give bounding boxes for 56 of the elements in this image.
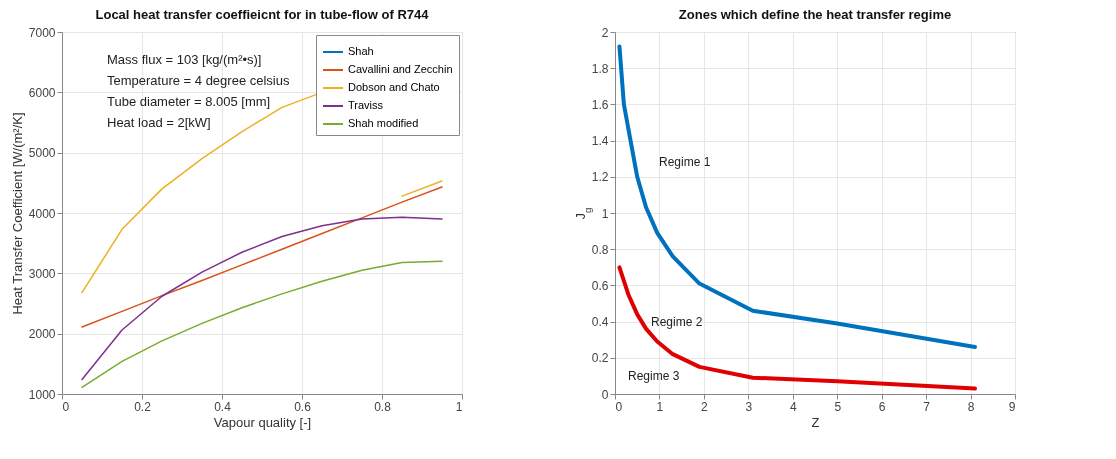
y-tick-label: 0 <box>601 387 609 402</box>
y-tick-label: 2000 <box>28 327 56 342</box>
y-tick-label: 0.8 <box>591 242 609 257</box>
x-tick-label: 9 <box>1008 399 1016 414</box>
x-tick-label: 0.2 <box>134 399 152 414</box>
x-tick-label: 2 <box>701 399 709 414</box>
legend-label: Shah <box>348 45 374 57</box>
y-tick-label: 1 <box>601 206 609 221</box>
y-tick-label: 2 <box>601 25 609 40</box>
x-tick-label: 1 <box>455 399 463 414</box>
y-tick-label: 1.6 <box>591 97 609 112</box>
y-tick-label: 0.2 <box>591 351 609 366</box>
legend-label: Cavallini and Zecchin <box>348 63 453 75</box>
legend-label: Shah modified <box>348 117 419 129</box>
annotation: Tube diameter = 8.005 [mm] <box>107 94 271 109</box>
annotation: Regime 3 <box>628 369 680 383</box>
annotation: Mass flux = 103 [kg/(m²•s)] <box>107 52 262 67</box>
x-axis-title: Vapour quality [-] <box>213 414 312 430</box>
legend-label: Traviss <box>348 99 384 111</box>
y-tick-label: 1.4 <box>591 134 609 149</box>
x-tick-label: 1 <box>656 399 664 414</box>
x-tick-label: 7 <box>923 399 931 414</box>
x-axis-title: Z <box>811 414 820 430</box>
y-tick-label: 7000 <box>28 25 56 40</box>
annotation: Regime 1 <box>659 155 711 169</box>
y-tick-label: 5000 <box>28 146 56 161</box>
y-tick-label: 1.8 <box>591 61 609 76</box>
x-tick-label: 0.6 <box>294 399 312 414</box>
line-series <box>81 260 443 389</box>
y-tick-label: 0.4 <box>591 315 609 330</box>
x-tick-label: 6 <box>878 399 886 414</box>
y-axis-title: Heat Transfer Coefficient [W/(m²/K] <box>9 112 25 315</box>
y-tick-label: 3000 <box>28 266 56 281</box>
y-tick-label: 1000 <box>28 387 56 402</box>
x-tick-label: 4 <box>789 399 797 414</box>
y-tick-label: 0.6 <box>591 278 609 293</box>
y-tick-label: 1.2 <box>591 170 609 185</box>
x-tick-label: 5 <box>834 399 842 414</box>
x-tick-label: 0.8 <box>374 399 392 414</box>
x-tick-label: 3 <box>745 399 753 414</box>
y-tick-label: 6000 <box>28 85 56 100</box>
line-series <box>81 186 443 328</box>
line-series <box>81 216 443 381</box>
x-tick-label: 0 <box>615 399 623 414</box>
legend-label: Dobson and Chato <box>348 81 440 93</box>
chart-title: Local heat transfer coeffieicnt for in tube-flow of R744 <box>95 7 430 22</box>
x-tick-label: 0 <box>62 399 70 414</box>
x-tick-label: 0.4 <box>214 399 232 414</box>
line-series <box>617 265 977 391</box>
annotation: Regime 2 <box>651 315 703 329</box>
chart-title: Zones which define the heat transfer regime <box>678 7 952 22</box>
annotation: Temperature = 4 degree celsius <box>107 73 290 88</box>
y-tick-label: 4000 <box>28 206 56 221</box>
x-tick-label: 8 <box>967 399 975 414</box>
annotation: Heat load = 2[kW] <box>107 115 211 130</box>
line-series <box>617 44 977 349</box>
